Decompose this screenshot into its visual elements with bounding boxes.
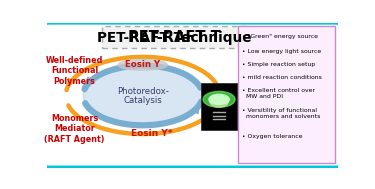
Text: Eosin Y: Eosin Y [125,60,160,69]
Text: Eosin Y*: Eosin Y* [131,129,172,138]
Text: • Low energy light source: • Low energy light source [242,49,321,53]
Circle shape [203,91,235,107]
Circle shape [209,94,229,105]
Text: Photoredox-: Photoredox- [117,87,169,96]
Text: • mild reaction conditions: • mild reaction conditions [242,75,322,80]
Text: • "Green" energy source: • "Green" energy source [242,34,318,39]
Ellipse shape [118,59,168,70]
FancyBboxPatch shape [238,26,336,163]
Text: • Versitility of functional
  monomers and solvents: • Versitility of functional monomers and… [242,108,321,119]
Text: • Simple reaction setup: • Simple reaction setup [242,62,315,67]
Text: • Oxygen tolerance: • Oxygen tolerance [242,134,303,139]
Text: PET-RAFT Technique: PET-RAFT Technique [97,31,251,45]
Text: • Excellent control over
  MW and PDI: • Excellent control over MW and PDI [242,88,315,99]
Text: Catalysis: Catalysis [123,96,162,105]
FancyBboxPatch shape [102,26,246,48]
FancyBboxPatch shape [201,83,237,130]
Text: Monomers
Mediator
(RAFT Agent): Monomers Mediator (RAFT Agent) [44,114,105,144]
Ellipse shape [210,96,228,107]
Circle shape [83,66,203,125]
FancyBboxPatch shape [44,23,341,167]
Text: Well-defined
Functional
Polymers: Well-defined Functional Polymers [46,56,103,86]
Text: PET-RAFT T: PET-RAFT T [128,30,220,45]
